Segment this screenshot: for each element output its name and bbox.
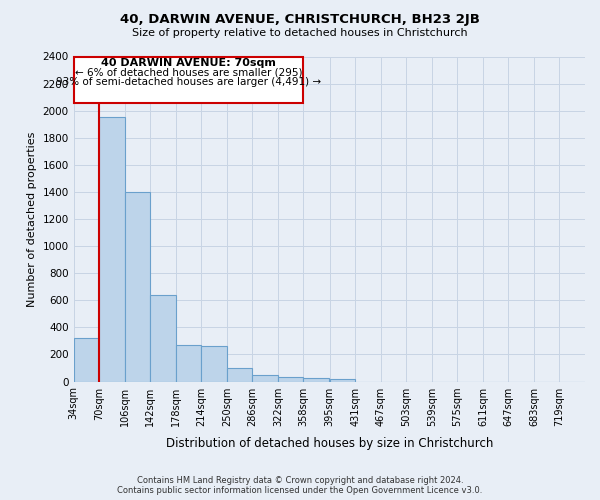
Text: ← 6% of detached houses are smaller (295): ← 6% of detached houses are smaller (295… xyxy=(75,68,302,78)
Text: 40, DARWIN AVENUE, CHRISTCHURCH, BH23 2JB: 40, DARWIN AVENUE, CHRISTCHURCH, BH23 2J… xyxy=(120,12,480,26)
FancyBboxPatch shape xyxy=(74,56,304,102)
Bar xyxy=(253,375,278,382)
Bar xyxy=(304,378,329,382)
Bar xyxy=(202,346,227,382)
Text: 40 DARWIN AVENUE: 70sqm: 40 DARWIN AVENUE: 70sqm xyxy=(101,58,276,68)
Bar xyxy=(227,368,253,382)
Text: Size of property relative to detached houses in Christchurch: Size of property relative to detached ho… xyxy=(132,28,468,38)
Bar xyxy=(150,295,176,382)
Bar xyxy=(125,192,150,382)
Bar xyxy=(329,379,355,382)
Text: 93% of semi-detached houses are larger (4,491) →: 93% of semi-detached houses are larger (… xyxy=(56,78,321,88)
Bar xyxy=(99,118,125,382)
Bar xyxy=(176,345,202,382)
Y-axis label: Number of detached properties: Number of detached properties xyxy=(27,132,37,306)
X-axis label: Distribution of detached houses by size in Christchurch: Distribution of detached houses by size … xyxy=(166,437,493,450)
Bar xyxy=(74,338,99,382)
Bar xyxy=(278,377,304,382)
Text: Contains HM Land Registry data © Crown copyright and database right 2024.
Contai: Contains HM Land Registry data © Crown c… xyxy=(118,476,482,495)
